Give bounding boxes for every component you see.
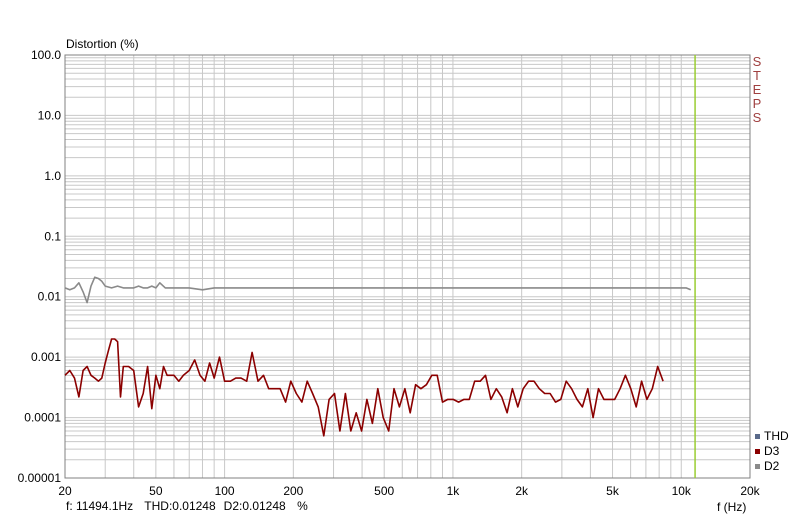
y-tick-label: 1.0 xyxy=(44,169,61,183)
legend-label: D3 xyxy=(764,444,780,458)
side-label-letter: E xyxy=(753,82,762,97)
readout-d2: D2:0.01248 xyxy=(223,499,286,513)
legend-swatch xyxy=(755,449,760,454)
x-tick-label: 20 xyxy=(58,484,72,498)
legend-swatch xyxy=(755,464,760,469)
x-tick-label: 200 xyxy=(283,484,303,498)
chart-grid xyxy=(64,54,751,479)
side-label-letter: S xyxy=(753,54,762,69)
y-tick-label: 10.0 xyxy=(38,108,62,122)
series-d2-line xyxy=(64,276,692,304)
cursor-readout: f: 11494.1Hz THD:0.01248 D2:0.01248 % xyxy=(66,499,316,513)
plot-frame xyxy=(64,54,751,479)
legend-label: THD xyxy=(764,429,789,443)
y-tick-label: 0.00001 xyxy=(18,471,62,485)
x-tick-label: 20k xyxy=(740,484,760,498)
x-tick-label: 100 xyxy=(215,484,235,498)
x-tick-label: 50 xyxy=(149,484,163,498)
y-tick-label: 0.1 xyxy=(44,229,61,243)
x-tick-label: 10k xyxy=(672,484,692,498)
y-tick-label: 0.01 xyxy=(38,290,62,304)
side-label-letter: S xyxy=(753,110,762,125)
readout-unit: % xyxy=(297,499,308,513)
x-axis-label: f (Hz) xyxy=(717,500,746,514)
x-tick-label: 2k xyxy=(515,484,529,498)
y-tick-label: 0.0001 xyxy=(24,411,61,425)
side-label-letter: T xyxy=(753,68,761,83)
x-tick-label: 5k xyxy=(606,484,620,498)
y-tick-label: 0.001 xyxy=(31,350,61,364)
tick-labels: 20 50 100 200 500 1k 2k 5k 10k 20k 0.00001 0.0001 0.… xyxy=(18,48,761,498)
readout-thd: THD:0.01248 xyxy=(144,499,216,513)
x-tick-label: 500 xyxy=(374,484,394,498)
side-label-letter: P xyxy=(753,96,762,111)
chart-series xyxy=(64,276,692,437)
chart-title: Distortion (%) xyxy=(66,37,139,51)
x-tick-label: 1k xyxy=(447,484,461,498)
chart-axes xyxy=(64,54,751,479)
series-d3-line xyxy=(64,338,664,437)
legend-swatch xyxy=(755,434,760,439)
y-tick-label: 100.0 xyxy=(31,48,61,62)
legend-label: D2 xyxy=(764,459,780,473)
readout-frequency: f: 11494.1Hz xyxy=(66,499,134,513)
